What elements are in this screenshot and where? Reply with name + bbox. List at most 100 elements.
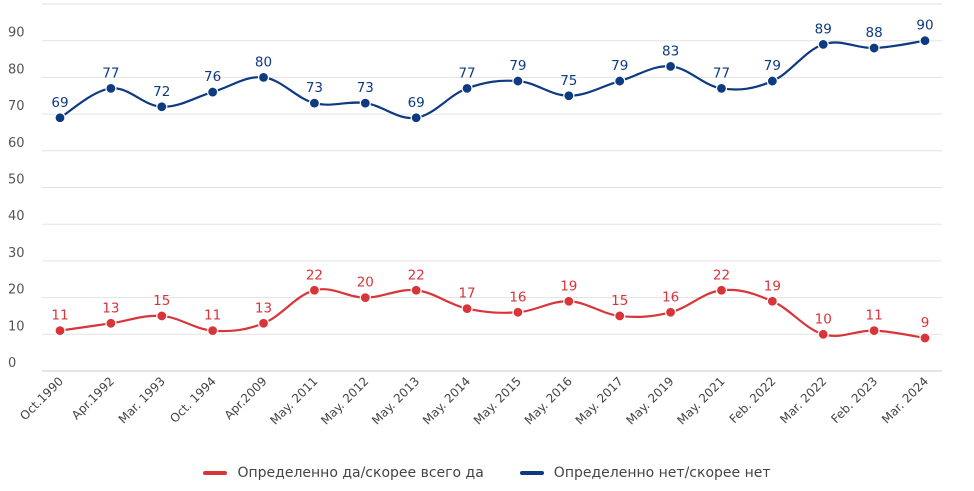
y-axis-ticks: 0 10 20 30 40 50 60 70 80 90	[8, 26, 25, 371]
data-point	[461, 303, 473, 315]
legend-swatch-yes	[203, 471, 228, 475]
data-point	[919, 332, 931, 344]
y-tick-label: 10	[8, 319, 25, 334]
data-point	[359, 97, 371, 109]
data-label: 19	[764, 278, 781, 294]
data-label: 13	[102, 300, 119, 316]
data-point	[563, 295, 575, 307]
data-label: 77	[458, 65, 475, 81]
x-tick-label: May. 2021	[674, 374, 727, 427]
legend-item-yes: Определенно да/скорее всего да	[203, 465, 484, 481]
x-tick-label: May. 2014	[420, 374, 473, 427]
data-label: 79	[764, 58, 781, 74]
data-point	[614, 75, 626, 87]
data-point	[54, 112, 66, 124]
data-points	[54, 35, 931, 344]
x-tick-label: Apr.2009	[222, 374, 270, 422]
y-tick-label: 70	[8, 99, 25, 114]
data-point	[207, 325, 219, 337]
data-label: 88	[866, 25, 883, 41]
data-point	[410, 112, 422, 124]
data-point	[410, 284, 422, 296]
data-label: 11	[51, 308, 68, 324]
data-point	[156, 101, 168, 113]
x-tick-label: Mar. 1993	[116, 374, 168, 426]
data-label: 75	[560, 73, 577, 89]
data-point	[817, 38, 829, 50]
data-label: 72	[153, 84, 170, 100]
data-label: 80	[255, 54, 272, 70]
data-label: 15	[611, 293, 628, 309]
data-label: 22	[306, 267, 323, 283]
data-point	[664, 60, 677, 72]
x-tick-label: May. 2016	[522, 374, 575, 427]
legend: Определенно да/скорее всего да Определен…	[0, 458, 974, 488]
data-label: 83	[662, 43, 679, 59]
data-label: 11	[866, 308, 883, 324]
data-point	[715, 284, 728, 296]
data-label: 22	[408, 267, 425, 283]
data-point	[664, 306, 677, 318]
data-label: 16	[509, 289, 526, 305]
series-line-no	[59, 39, 926, 120]
data-label: 69	[408, 95, 425, 111]
x-tick-label: May. 2013	[369, 374, 422, 427]
data-label: 76	[204, 69, 221, 85]
data-label: 73	[306, 80, 323, 96]
data-label: 16	[662, 289, 679, 305]
y-tick-label: 90	[8, 26, 25, 41]
series-line-yes	[59, 288, 926, 340]
data-point	[105, 317, 117, 329]
data-point	[308, 97, 321, 109]
data-label: 73	[357, 80, 374, 96]
data-point	[766, 75, 778, 87]
y-tick-label: 20	[8, 283, 25, 298]
legend-label-yes: Определенно да/скорее всего да	[237, 465, 484, 481]
legend-label-no: Определенно нет/скорее нет	[553, 465, 771, 481]
data-label: 90	[916, 18, 933, 34]
x-tick-label: May. 2017	[573, 374, 626, 427]
data-label: 77	[102, 65, 119, 81]
x-tick-label: Feb. 2023	[828, 374, 880, 426]
data-point	[257, 317, 270, 329]
data-point	[512, 306, 524, 318]
data-point	[868, 325, 880, 337]
data-label: 89	[815, 21, 832, 37]
data-label: 69	[51, 95, 68, 111]
x-tick-label: Feb. 2022	[727, 374, 779, 426]
data-point	[817, 328, 829, 340]
data-label: 17	[458, 286, 475, 302]
data-point	[359, 292, 371, 304]
data-labels: 11 13 15 11 13 22 20 22 17 16 19 15 16 22 19 10 11 9 69 77 7…	[51, 18, 933, 331]
legend-item-no: Определенно нет/скорее нет	[519, 465, 771, 481]
y-tick-label: 40	[8, 209, 25, 224]
x-tick-label: Mar. 2022	[777, 374, 829, 426]
x-tick-label: May. 2019	[623, 374, 676, 427]
data-point	[105, 82, 117, 95]
y-tick-label: 80	[8, 62, 25, 77]
x-tick-label: May. 2011	[267, 374, 320, 427]
data-point	[156, 310, 168, 322]
data-point	[868, 42, 880, 54]
x-tick-label: Oct.1990	[17, 374, 66, 423]
data-point	[614, 310, 626, 322]
data-label: 77	[713, 65, 730, 81]
data-point	[512, 75, 524, 87]
data-point	[919, 35, 931, 47]
data-label: 79	[611, 58, 628, 74]
data-label: 13	[255, 300, 272, 316]
data-label: 79	[509, 58, 526, 74]
series-lines	[59, 39, 926, 340]
x-tick-label: Oct. 1994	[167, 374, 219, 426]
data-point	[563, 90, 575, 102]
legend-swatch-no	[519, 471, 544, 475]
y-tick-label: 30	[8, 246, 25, 261]
x-tick-label: Apr.1992	[69, 374, 117, 422]
data-point	[308, 284, 321, 296]
x-tick-label: Mar. 2024	[879, 374, 931, 426]
data-point	[257, 71, 270, 84]
y-tick-label: 0	[8, 356, 16, 371]
y-tick-label: 60	[8, 136, 25, 151]
